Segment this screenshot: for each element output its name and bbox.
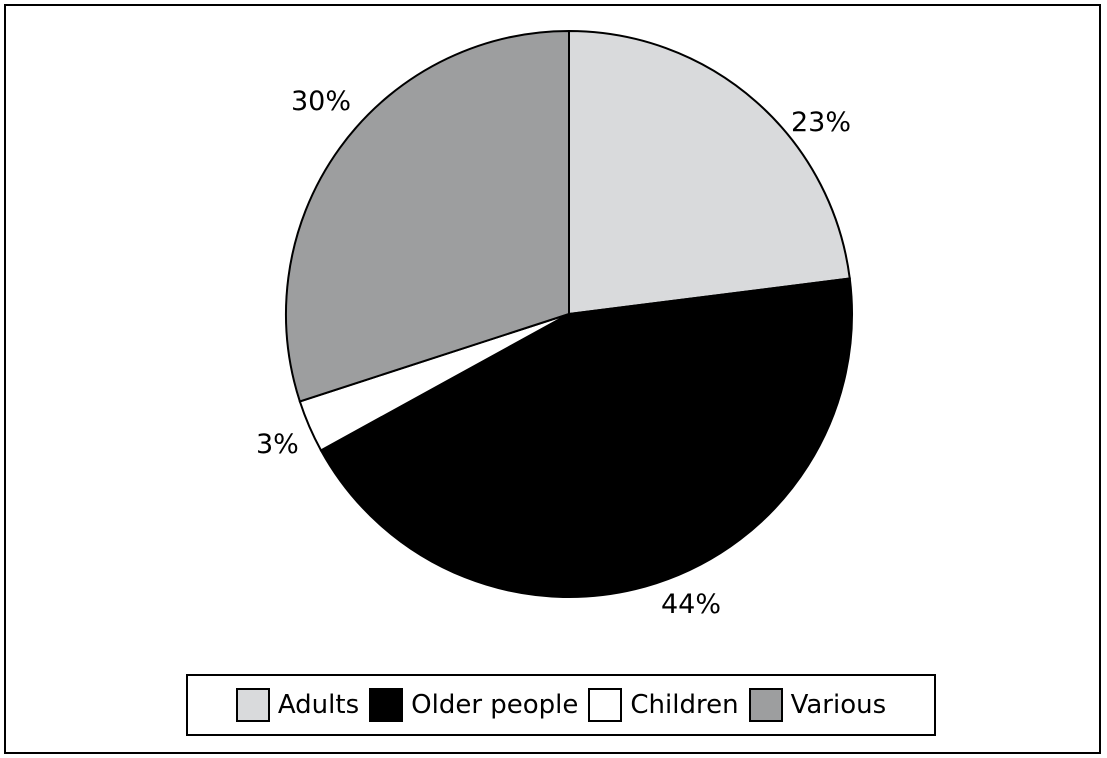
legend-label: Children: [630, 690, 739, 720]
legend-label: Older people: [411, 690, 579, 720]
legend-swatch: [369, 688, 404, 722]
pie-slices: [285, 29, 853, 598]
legend-item-adults: Adults: [235, 688, 360, 722]
pie-slice-adults: [568, 29, 851, 316]
pie-slice-older-people: [319, 277, 853, 598]
pie-chart: 23% 44% 3% 30%: [256, 29, 853, 620]
pie-labels: 23% 44% 3% 30%: [256, 86, 851, 620]
pie-slice-various: [285, 29, 570, 403]
slice-label-adults: 23%: [791, 107, 851, 138]
legend-swatch: [748, 688, 783, 722]
slice-label-older-people: 44%: [661, 589, 721, 620]
slice-label-children: 3%: [256, 429, 299, 460]
slice-label-various: 30%: [291, 86, 351, 117]
chart-frame: 23% 44% 3% 30% Adults Older people Children Va…: [4, 4, 1101, 754]
legend-label: Various: [790, 690, 887, 720]
legend-item-children: Children: [588, 688, 739, 722]
legend-swatch: [588, 688, 623, 722]
legend-swatch: [235, 688, 270, 722]
legend-item-older-people: Older people: [369, 688, 578, 722]
legend-label: Adults: [277, 690, 360, 720]
legend-item-various: Various: [748, 688, 887, 722]
legend: Adults Older people Children Various: [186, 674, 936, 736]
